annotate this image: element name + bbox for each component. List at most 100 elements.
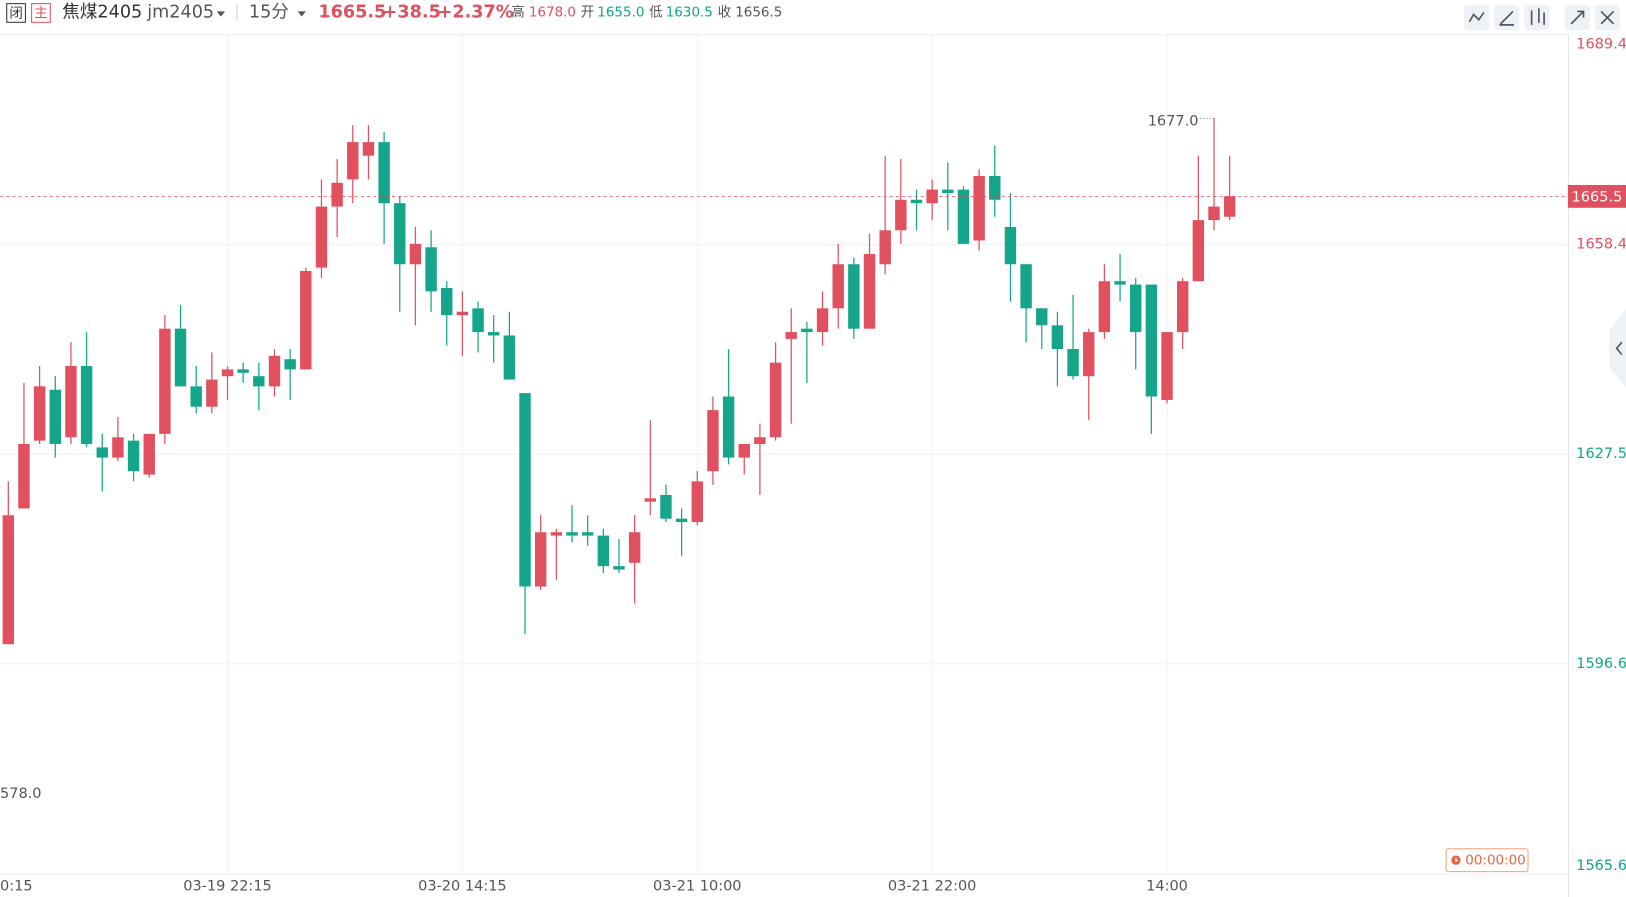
candle-body [973,176,985,241]
main-badge: 主 [34,5,47,21]
candle-body [566,532,578,536]
candle-body [425,247,437,292]
candle-body [613,566,625,570]
open-label: 开 [581,4,594,20]
candle-body [1067,349,1079,377]
price: 1665.5 [318,2,386,22]
candle-body [597,535,610,567]
candle-body [456,311,469,316]
last-price-tag [1567,184,1626,208]
low-label: 低 [649,4,663,20]
x-tick-label: 03-21 10:00 [653,879,742,895]
candle-body [738,444,750,458]
candle-body [1020,264,1032,309]
y-tick-label: 1627.5 [1576,446,1626,462]
candle-body [1161,332,1173,400]
candle-body [284,359,296,370]
candle-body [957,189,970,244]
high-label: 高 [511,3,524,20]
candle-body [926,189,938,204]
candle-body [1176,281,1189,333]
y-tick-label: 1689.4 [1576,37,1626,53]
candle-body [534,532,547,587]
candle-body [660,494,672,519]
x-tick-label: 03-20 14:15 [418,879,507,895]
candle-body [644,498,656,502]
side-panel-toggle[interactable] [1609,309,1626,388]
candle-body [96,447,108,458]
x-tick-label: 14:00 [1146,879,1188,895]
candle-body [362,142,375,156]
candle-body [895,199,907,231]
candle-body [33,386,46,441]
dropdown-arrow[interactable] [216,11,226,17]
candle-body [1036,308,1048,326]
open-value: 1655.0 [597,4,644,20]
candle-body [2,515,14,645]
candle-body [503,335,516,380]
candle-body [174,328,187,387]
change-pct: +2.37% [438,2,514,22]
candle-body [1192,220,1205,282]
candle-body [112,437,124,458]
candle-body [268,355,281,387]
grid [0,33,1568,875]
candle-body [801,328,813,333]
last-price-label: 1665.5 [1572,189,1623,205]
candle-body [127,440,140,472]
dropdown-arrow[interactable] [297,11,306,17]
candle-body [910,199,923,204]
candle-body [49,389,61,445]
candle-body [237,369,249,373]
indicator-button[interactable] [1464,5,1490,31]
candle-body [754,437,766,445]
x-tick-label: 0:15 [0,879,33,895]
candle-body [769,362,782,438]
high-value: 1678.0 [529,4,576,20]
countdown: 00:00:00 [1445,848,1529,873]
candle-body [378,142,390,204]
candle-body [159,328,171,434]
candle-body [816,308,829,333]
chart-type-button[interactable] [1524,5,1550,31]
candle-body [707,410,719,472]
y-tick-label: 1596.6 [1576,656,1626,672]
draw-button[interactable] [1494,5,1520,31]
low-marker-label: 578.0 [0,786,42,802]
candle-body [785,332,797,339]
candle-body [190,386,202,407]
candle-body [628,532,641,563]
change: +38.5 [383,2,441,22]
candle-body [832,264,844,309]
candle-body [1223,196,1236,217]
candle-body [675,518,688,523]
close-value: 1656.5 [735,4,782,20]
candle-body [394,203,406,265]
candle-body [331,182,343,207]
plot: 1665.5 1677.0 578.0 [0,113,1626,802]
main-badge-box [31,3,51,23]
fullscreen-button[interactable] [1564,5,1590,31]
candle-body [1208,206,1220,221]
period[interactable]: 15分 [249,2,289,22]
candle-body [691,481,703,523]
code[interactable]: jm2405 [146,2,214,22]
candle-body [1114,281,1126,285]
candle-body [722,396,735,458]
candle-body [1098,281,1111,333]
candle-body [143,433,155,475]
candle-body [472,308,484,333]
y-tick-label: 1658.4 [1576,237,1626,253]
candle-body [1145,284,1158,397]
candle-body [1083,332,1095,377]
symbol[interactable]: 焦煤2405 [62,2,142,22]
candle-body [409,243,422,265]
candle-body [347,142,359,180]
low-value: 1630.5 [666,4,713,20]
candle-body [80,366,93,445]
candle-body [942,189,954,193]
candle-body [1130,284,1142,333]
close-button[interactable] [1594,5,1620,31]
close-label: 收 [718,4,731,20]
